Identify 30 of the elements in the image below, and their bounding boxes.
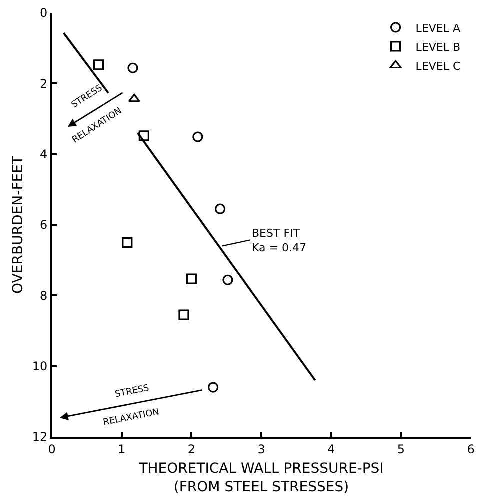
y-tick-label: 10 <box>32 360 48 374</box>
point <box>122 237 133 248</box>
annotation: BEST FIT Ka = 0.47 <box>252 227 306 254</box>
x-tick-label: 2 <box>188 442 196 456</box>
x-tick-label: 5 <box>397 442 405 456</box>
legend-label: LEVEL C <box>416 60 461 73</box>
x-tick-label: 4 <box>328 442 336 456</box>
point <box>215 204 226 214</box>
point <box>178 310 190 320</box>
point <box>192 132 204 142</box>
legend-label: LEVEL B <box>416 40 461 54</box>
y-tick-label: 8 <box>40 288 48 303</box>
y-tick-label: 2 <box>40 76 48 91</box>
x-tick-label: 1 <box>118 442 126 456</box>
point <box>138 130 150 142</box>
point <box>128 62 138 74</box>
point <box>186 274 197 284</box>
y-tick-label: 12 <box>32 430 48 444</box>
x-tick-label: 6 <box>467 442 475 456</box>
point <box>128 94 140 102</box>
y-tick-label: 4 <box>40 148 48 162</box>
x-tick-label: 3 <box>258 442 266 456</box>
legend-label: LEVEL A <box>416 22 461 35</box>
point <box>93 60 104 70</box>
y-axis-title: OVERBURDEN-FEET <box>10 156 26 294</box>
point <box>222 274 234 286</box>
y-tick-label: 0 <box>40 6 48 20</box>
point <box>208 382 219 393</box>
y-tick-label: 6 <box>40 218 48 232</box>
x-axis-title: THEORETICAL WALL PRESSURE-PSI (FROM STEEL STRESSES) <box>138 461 384 496</box>
